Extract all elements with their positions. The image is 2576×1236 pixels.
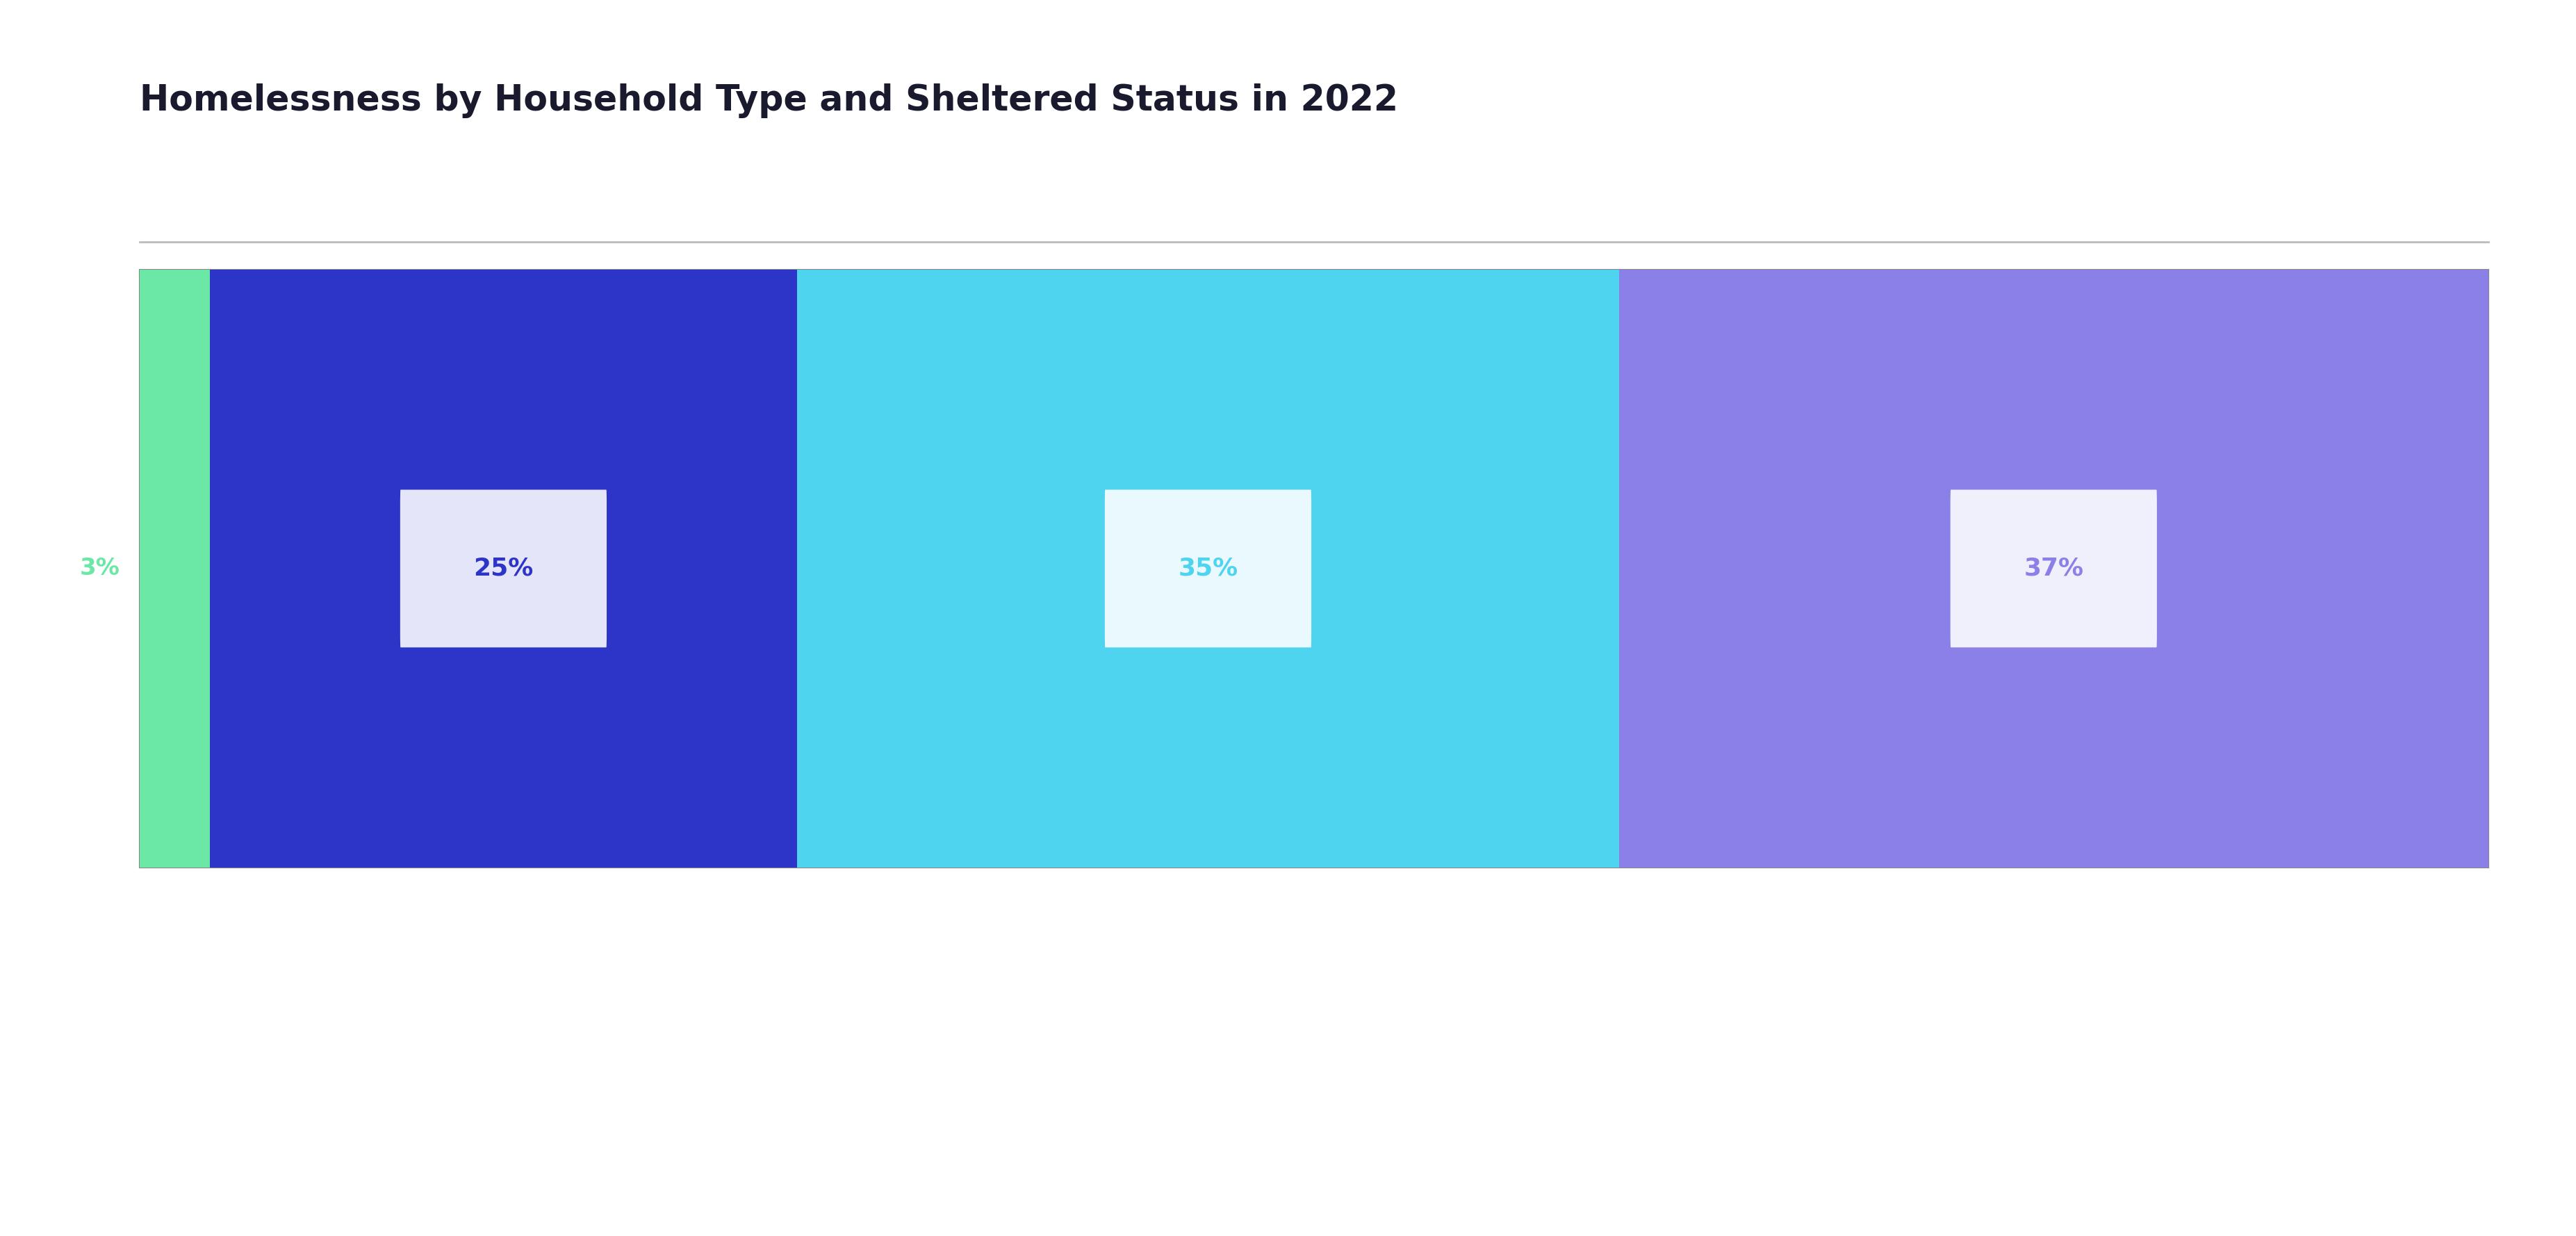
Text: Homelessness by Household Type and Sheltered Status in 2022: Homelessness by Household Type and Shelt…	[139, 84, 1399, 119]
Text: 35%: 35%	[1177, 556, 1239, 581]
FancyBboxPatch shape	[399, 489, 608, 648]
Text: 25%: 25%	[474, 556, 533, 581]
Text: Unsheltered People
in Families: Unsheltered People in Families	[281, 379, 459, 420]
Bar	[1620, 269, 2488, 868]
Text: 37%: 37%	[2025, 556, 2084, 581]
Text: Unsheltered
Individuals: Unsheltered Individuals	[1855, 379, 1965, 420]
Text: Sheltered People
in Families: Sheltered People in Families	[886, 379, 1041, 420]
Text: 3%: 3%	[80, 557, 121, 580]
FancyBboxPatch shape	[1950, 489, 2156, 648]
Bar	[796, 269, 1620, 868]
FancyBboxPatch shape	[1363, 360, 1430, 441]
FancyBboxPatch shape	[1105, 489, 1311, 648]
FancyBboxPatch shape	[175, 360, 245, 441]
Text: Sheltered
Individuals: Sheltered Individuals	[1466, 379, 1566, 420]
FancyBboxPatch shape	[1749, 360, 1819, 441]
Bar	[209, 269, 796, 868]
Bar	[139, 269, 209, 868]
FancyBboxPatch shape	[781, 360, 850, 441]
